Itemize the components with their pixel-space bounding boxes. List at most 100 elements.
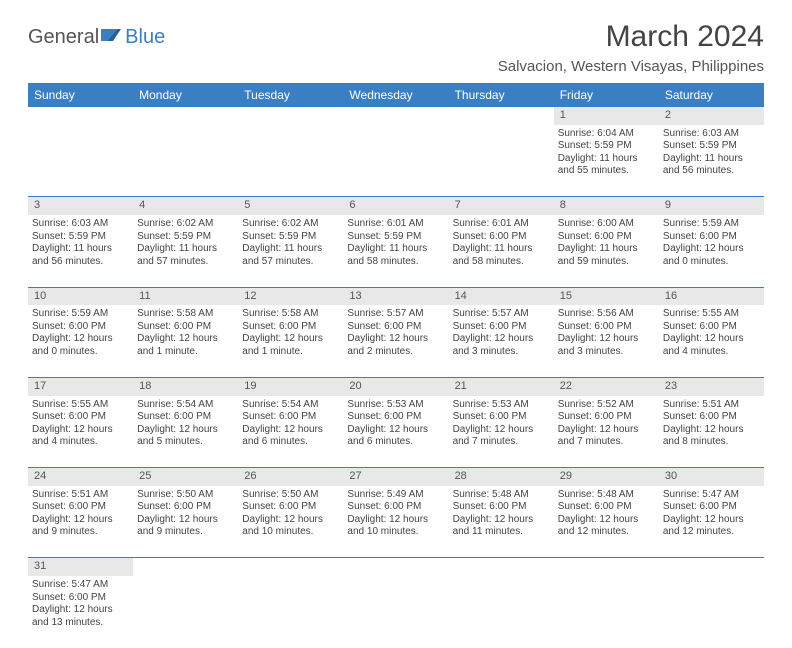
day-number-row: 24252627282930 (28, 468, 764, 486)
day-header-row: SundayMondayTuesdayWednesdayThursdayFrid… (28, 83, 764, 107)
daylight-text: and 58 minutes. (347, 256, 444, 269)
daylight-text: and 1 minute. (137, 346, 234, 359)
daylight-text: Daylight: 12 hours (347, 424, 444, 437)
day-cell: Sunrise: 5:50 AMSunset: 6:00 PMDaylight:… (238, 486, 343, 558)
sunrise-text: Sunrise: 5:59 AM (663, 218, 760, 231)
sunset-text: Sunset: 6:00 PM (663, 321, 760, 334)
daylight-text: and 8 minutes. (663, 436, 760, 449)
daylight-text: Daylight: 12 hours (558, 514, 655, 527)
day-number-cell: 18 (133, 377, 238, 395)
day-number-cell (343, 107, 448, 125)
day-number-cell: 20 (343, 377, 448, 395)
sunrise-text: Sunrise: 5:53 AM (347, 399, 444, 412)
day-header: Saturday (659, 83, 764, 107)
day-number-cell: 19 (238, 377, 343, 395)
sunset-text: Sunset: 6:00 PM (453, 411, 550, 424)
day-number-cell (28, 107, 133, 125)
day-cell: Sunrise: 5:55 AMSunset: 6:00 PMDaylight:… (659, 305, 764, 377)
daylight-text: Daylight: 12 hours (137, 514, 234, 527)
sunset-text: Sunset: 6:00 PM (558, 231, 655, 244)
sunset-text: Sunset: 6:00 PM (453, 501, 550, 514)
day-number-cell: 6 (343, 197, 448, 215)
sunrise-text: Sunrise: 6:04 AM (558, 128, 655, 141)
daylight-text: and 57 minutes. (242, 256, 339, 269)
page-title: March 2024 (498, 20, 764, 54)
day-number-row: 12 (28, 107, 764, 125)
day-cell: Sunrise: 5:49 AMSunset: 6:00 PMDaylight:… (343, 486, 448, 558)
day-number-cell (449, 558, 554, 576)
day-number-cell (659, 558, 764, 576)
sunrise-text: Sunrise: 6:03 AM (663, 128, 760, 141)
sunset-text: Sunset: 6:00 PM (663, 411, 760, 424)
sunset-text: Sunset: 5:59 PM (347, 231, 444, 244)
day-number-cell: 13 (343, 287, 448, 305)
day-number-row: 3456789 (28, 197, 764, 215)
daylight-text: and 6 minutes. (242, 436, 339, 449)
week-row: Sunrise: 5:47 AMSunset: 6:00 PMDaylight:… (28, 576, 764, 648)
day-number-cell: 9 (659, 197, 764, 215)
day-cell (238, 125, 343, 197)
calendar-table: SundayMondayTuesdayWednesdayThursdayFrid… (28, 83, 764, 648)
day-cell (133, 125, 238, 197)
sunrise-text: Sunrise: 5:58 AM (242, 308, 339, 321)
sunset-text: Sunset: 6:00 PM (558, 411, 655, 424)
day-number-cell (343, 558, 448, 576)
day-header: Wednesday (343, 83, 448, 107)
day-cell: Sunrise: 5:51 AMSunset: 6:00 PMDaylight:… (659, 396, 764, 468)
day-cell: Sunrise: 6:02 AMSunset: 5:59 PMDaylight:… (238, 215, 343, 287)
day-cell: Sunrise: 5:59 AMSunset: 6:00 PMDaylight:… (659, 215, 764, 287)
day-cell: Sunrise: 6:04 AMSunset: 5:59 PMDaylight:… (554, 125, 659, 197)
daylight-text: Daylight: 12 hours (453, 333, 550, 346)
daylight-text: Daylight: 11 hours (347, 243, 444, 256)
daylight-text: Daylight: 12 hours (242, 424, 339, 437)
daylight-text: Daylight: 12 hours (137, 333, 234, 346)
logo-text-general: General (28, 26, 99, 49)
sunset-text: Sunset: 6:00 PM (32, 501, 129, 514)
sunrise-text: Sunrise: 5:47 AM (32, 579, 129, 592)
sunset-text: Sunset: 5:59 PM (242, 231, 339, 244)
sunset-text: Sunset: 6:00 PM (663, 501, 760, 514)
sunrise-text: Sunrise: 6:01 AM (347, 218, 444, 231)
daylight-text: and 10 minutes. (242, 526, 339, 539)
sunrise-text: Sunrise: 5:58 AM (137, 308, 234, 321)
daylight-text: Daylight: 12 hours (32, 424, 129, 437)
day-cell (133, 576, 238, 648)
daylight-text: Daylight: 12 hours (242, 514, 339, 527)
daylight-text: and 0 minutes. (32, 346, 129, 359)
daylight-text: Daylight: 11 hours (558, 243, 655, 256)
sunrise-text: Sunrise: 5:55 AM (663, 308, 760, 321)
daylight-text: and 12 minutes. (663, 526, 760, 539)
sunset-text: Sunset: 6:00 PM (32, 321, 129, 334)
daylight-text: Daylight: 12 hours (32, 514, 129, 527)
daylight-text: Daylight: 12 hours (32, 604, 129, 617)
day-cell (343, 125, 448, 197)
sunset-text: Sunset: 6:00 PM (663, 231, 760, 244)
day-number-cell: 21 (449, 377, 554, 395)
day-number-cell: 7 (449, 197, 554, 215)
day-cell (659, 576, 764, 648)
day-cell (28, 125, 133, 197)
day-header: Thursday (449, 83, 554, 107)
day-cell: Sunrise: 5:59 AMSunset: 6:00 PMDaylight:… (28, 305, 133, 377)
day-number-cell: 30 (659, 468, 764, 486)
daylight-text: Daylight: 12 hours (32, 333, 129, 346)
daylight-text: Daylight: 12 hours (453, 424, 550, 437)
week-row: Sunrise: 6:04 AMSunset: 5:59 PMDaylight:… (28, 125, 764, 197)
daylight-text: and 58 minutes. (453, 256, 550, 269)
daylight-text: Daylight: 12 hours (137, 424, 234, 437)
daylight-text: and 5 minutes. (137, 436, 234, 449)
sunrise-text: Sunrise: 5:51 AM (663, 399, 760, 412)
day-number-cell: 8 (554, 197, 659, 215)
sunrise-text: Sunrise: 5:57 AM (347, 308, 444, 321)
day-cell: Sunrise: 5:54 AMSunset: 6:00 PMDaylight:… (133, 396, 238, 468)
day-number-cell: 15 (554, 287, 659, 305)
sunset-text: Sunset: 5:59 PM (137, 231, 234, 244)
daylight-text: and 11 minutes. (453, 526, 550, 539)
daylight-text: and 7 minutes. (453, 436, 550, 449)
daylight-text: Daylight: 12 hours (242, 333, 339, 346)
day-cell: Sunrise: 5:47 AMSunset: 6:00 PMDaylight:… (659, 486, 764, 558)
daylight-text: and 7 minutes. (558, 436, 655, 449)
sunset-text: Sunset: 6:00 PM (242, 411, 339, 424)
day-cell: Sunrise: 5:48 AMSunset: 6:00 PMDaylight:… (449, 486, 554, 558)
sunset-text: Sunset: 6:00 PM (137, 411, 234, 424)
